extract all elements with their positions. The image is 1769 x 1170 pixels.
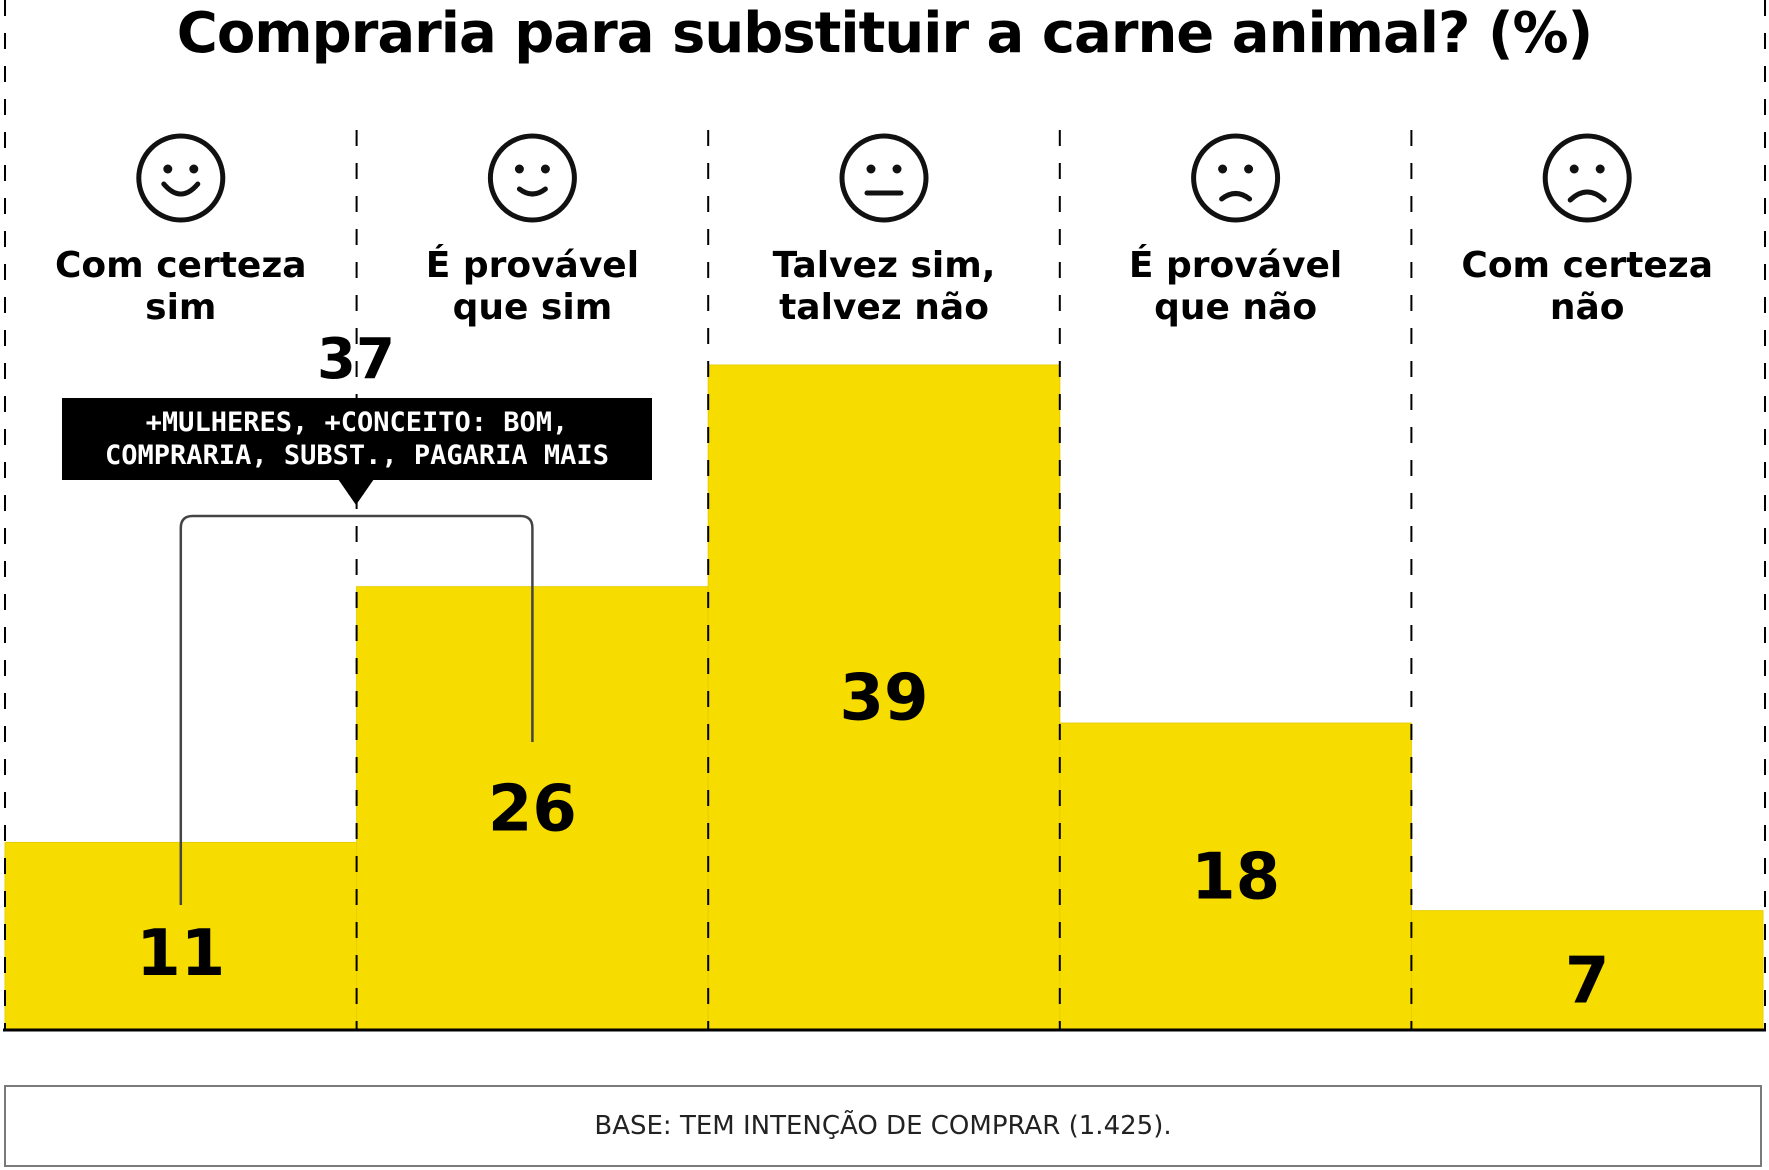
callout-total: 37 [317, 327, 395, 392]
value-label: 39 [839, 662, 928, 736]
face-outline [487, 133, 577, 223]
callout-pointer [338, 479, 374, 505]
category-label-line2: sim [145, 287, 216, 328]
callout-box: +MULHERES, +CONCEITO: BOM, COMPRARIA, SU… [62, 398, 652, 480]
category-label-line2: talvez não [779, 287, 989, 328]
face-outline [839, 133, 929, 223]
face-mouth [1219, 191, 1253, 202]
category-label-line2: não [1550, 287, 1625, 328]
bars-group [4, 364, 1764, 1031]
face-mouth [1567, 189, 1607, 203]
bracket-group [179, 514, 534, 905]
callout-line-2: COMPRARIA, SUBST., PAGARIA MAIS [105, 440, 609, 471]
bar-3 [1059, 722, 1412, 1031]
big-frown-face-icon [1542, 133, 1632, 223]
neutral-face-icon [839, 133, 929, 223]
smile-face-icon [487, 133, 577, 223]
grid-group [4, 0, 1766, 1030]
face-mouth [161, 181, 201, 197]
footnote: BASE: TEM INTENÇÃO DE COMPRAR (1.425). [4, 1085, 1762, 1167]
bar-2 [707, 364, 1061, 1031]
category-label-line1: Com certeza [1461, 245, 1713, 286]
face-eye [1244, 164, 1254, 174]
frown-face-icon [1191, 133, 1281, 223]
big-smile-face-icon [136, 133, 226, 223]
face-eye [163, 164, 173, 174]
faces-group [136, 133, 1632, 223]
category-label-line1: Talvez sim, [773, 245, 996, 286]
value-label: 7 [1565, 944, 1610, 1018]
face-mouth [516, 186, 548, 197]
face-eye [189, 164, 199, 174]
face-outline [136, 133, 226, 223]
face-outline [1191, 133, 1281, 223]
value-labels-group: 11 26 39 18 7 [136, 662, 1609, 1019]
chart-title: Compraria para substituir a carne animal… [176, 1, 1594, 66]
category-label-line1: É provável [426, 244, 639, 286]
callout-line-1: +MULHERES, +CONCEITO: BOM, [145, 407, 569, 438]
category-label-line2: que sim [453, 287, 613, 328]
face-outline [1542, 133, 1632, 223]
face-eye [1595, 164, 1605, 174]
annotation-bracket [179, 514, 534, 905]
value-label: 18 [1191, 841, 1280, 915]
face-eye [866, 164, 876, 174]
face-eye [540, 164, 550, 174]
face-eye [514, 164, 524, 174]
face-eye [892, 164, 902, 174]
value-label: 11 [136, 917, 225, 991]
category-label-line1: Com certeza [55, 245, 307, 286]
category-label-line2: que não [1154, 287, 1317, 328]
face-eye [1218, 164, 1228, 174]
face-eye [1569, 164, 1579, 174]
category-label-line1: É provável [1129, 244, 1342, 286]
value-label: 26 [488, 772, 577, 846]
